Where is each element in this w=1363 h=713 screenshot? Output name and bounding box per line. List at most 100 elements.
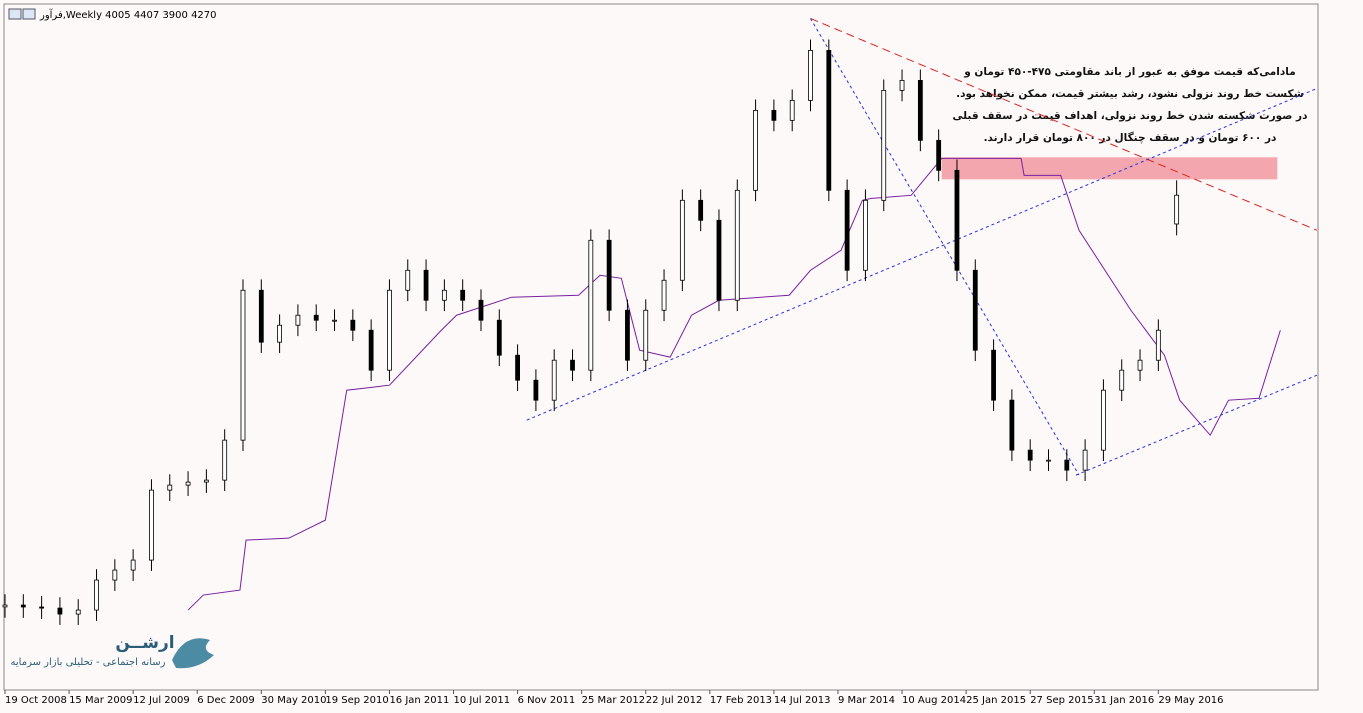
trendline (810, 18, 1080, 476)
candle-body (771, 109, 777, 121)
candle-body (1174, 194, 1180, 225)
candle-body (423, 269, 429, 301)
candle-body (570, 359, 575, 371)
candle-body (185, 481, 191, 486)
plot-frame (3, 3, 1319, 691)
candle-body (149, 489, 154, 561)
candle-body (625, 309, 630, 361)
candle-body (954, 169, 960, 271)
candle-body (39, 606, 45, 609)
candle-body (698, 199, 704, 221)
candle-body (478, 299, 484, 321)
candle-body (1009, 399, 1015, 451)
candle-body (332, 319, 337, 322)
candle-body (1082, 449, 1088, 471)
candle-body (295, 314, 301, 326)
x-tick-label: 10 Jul 2011 (454, 695, 511, 706)
logo-icon (172, 638, 214, 669)
x-tick-label: 15 Mar 2009 (69, 695, 132, 706)
indicator-line (187, 157, 1281, 611)
x-tick-label: 16 Jan 2011 (389, 695, 449, 706)
candle-body (734, 189, 740, 301)
candle-body (112, 569, 118, 581)
candle-body (606, 239, 612, 311)
candle-body (679, 199, 685, 281)
candle-body (240, 289, 246, 441)
candle-body (991, 349, 996, 401)
annotation-line: در صورت شکسته شدن خط روند نزولی، اهداف ق… (953, 110, 1309, 122)
annotation-line: مادامی‌که قیمت موفق به عبور از باند مقاو… (963, 66, 1296, 78)
candle-body (917, 79, 923, 141)
candle-body (551, 359, 557, 401)
candle-body (277, 324, 283, 343)
candle-body (57, 607, 63, 615)
candle-body (350, 319, 356, 331)
candle-body (387, 289, 392, 371)
candle-body (20, 604, 26, 608)
annotation-line: در ۶۰۰ تومان و در سقف چنگال در ۸۰۰ تومان… (984, 131, 1277, 144)
x-tick-label: 22 Jul 2012 (646, 695, 703, 706)
candle-body (130, 559, 136, 571)
candle-body (789, 99, 795, 121)
logo-tagline: رسانه اجتماعی - تحلیلی بازار سرمایه (11, 657, 166, 668)
x-tick-label: 10 Aug 2014 (902, 695, 966, 706)
chart-header: فرآور,Weekly 4005 4407 3900 4270 (39, 8, 217, 21)
candle-body (936, 139, 942, 171)
x-tick-label: 27 Sep 2015 (1030, 695, 1093, 706)
candle-body (441, 289, 447, 301)
x-tick-label: 6 Nov 2011 (518, 695, 576, 706)
candle-body (588, 239, 594, 371)
x-tick-label: 19 Sep 2010 (325, 695, 388, 706)
x-tick-label: 30 May 2010 (261, 695, 326, 706)
x-tick-label: 17 Feb 2013 (710, 695, 772, 706)
candle-body (844, 189, 850, 271)
candle-body (753, 109, 758, 191)
x-tick-label: 12 Jul 2009 (133, 695, 190, 706)
annotation: مادامی‌که قیمت موفق به عبور از باند مقاو… (953, 66, 1309, 144)
candle-body (1064, 459, 1070, 471)
logo: ارشــن رسانه اجتماعی - تحلیلی بازار سرما… (11, 633, 214, 669)
trendline (810, 18, 1318, 231)
candle-body (863, 199, 868, 271)
candle-body (972, 269, 978, 351)
candle-body (1027, 449, 1033, 461)
x-tick-label: 9 Mar 2014 (838, 695, 895, 706)
candle-body (313, 314, 319, 321)
candle-body (1101, 389, 1106, 451)
resistance-zone (941, 157, 1278, 180)
trendline (1075, 374, 1318, 476)
annotation-line: شکست خط روند نزولی نشود، رشد بیشتر قیمت،… (956, 88, 1304, 100)
trendline (526, 87, 1318, 421)
x-tick-label: 29 May 2016 (1158, 695, 1223, 706)
candle-body (222, 439, 228, 481)
candle-body (716, 219, 722, 301)
candle-body (1137, 359, 1143, 371)
candle-body (533, 379, 539, 401)
candle-body (1046, 459, 1051, 462)
candle-body (643, 309, 649, 361)
candle-body (368, 329, 374, 371)
candle-body (258, 289, 264, 343)
candle-body (167, 484, 173, 491)
candle-body (94, 579, 99, 611)
candle-body (661, 279, 667, 311)
logo-name: ارشــن (115, 633, 174, 653)
candle-body (460, 289, 466, 301)
x-tick-label: 14 Jul 2013 (774, 695, 831, 706)
candle-body (1119, 369, 1125, 391)
window-icon (8, 8, 22, 20)
candle-body (496, 319, 502, 356)
x-tick-label: 6 Dec 2009 (197, 695, 255, 706)
candle-body (203, 479, 209, 483)
x-tick-label: 25 Mar 2012 (582, 695, 645, 706)
x-tick-label: 31 Jan 2016 (1094, 695, 1154, 706)
window-icon (22, 8, 36, 20)
candle-body (881, 89, 887, 201)
candle-body (2, 604, 8, 608)
x-tick-label: 25 Jan 2015 (966, 695, 1026, 706)
candle-body (808, 50, 813, 101)
candle-body (899, 79, 905, 91)
candle-body (75, 609, 81, 615)
